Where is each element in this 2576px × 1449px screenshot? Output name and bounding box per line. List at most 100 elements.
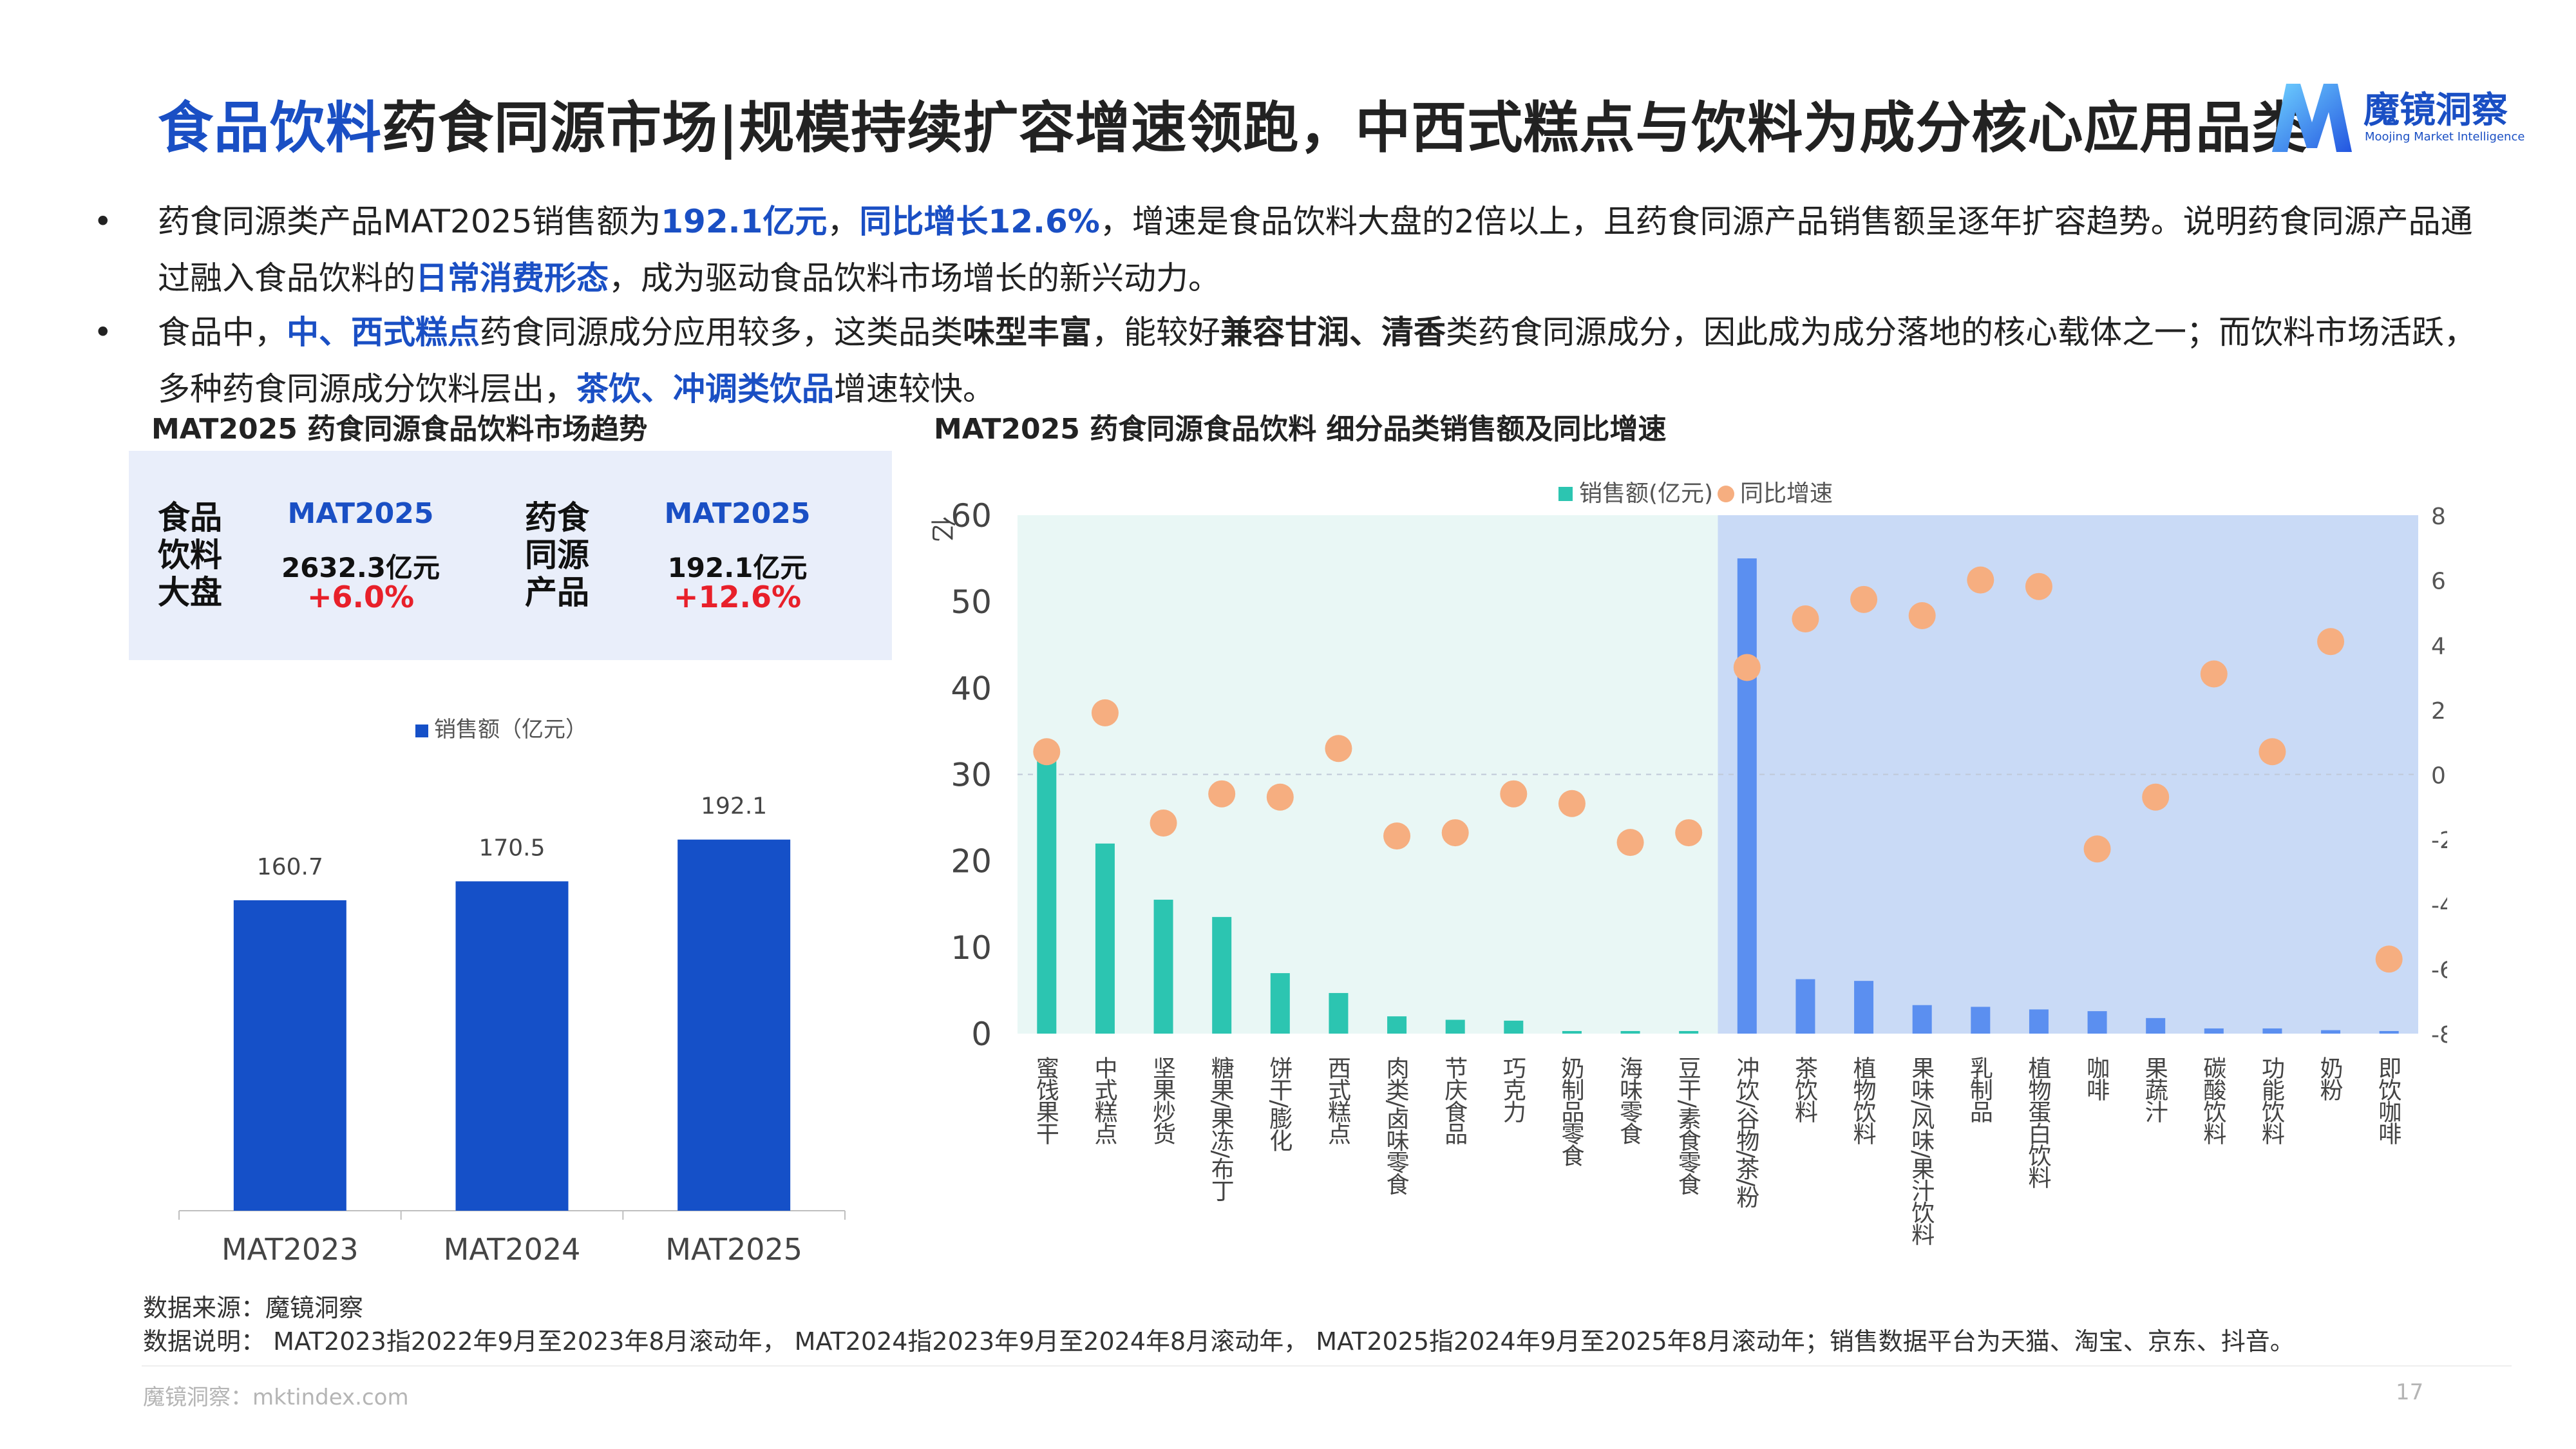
bullet-emphasis: 茶饮、冲调类饮品 <box>576 370 834 408</box>
y2-tick-label: 20% <box>2431 698 2447 724</box>
x-tick-label: MAT2024 <box>444 1232 581 1267</box>
bullet-segment: 类药食同源成分，因此成为成分落地的核心载体之一；而饮料市场活跃，多种药食同源成分… <box>158 314 2476 408</box>
kpi-period: MAT2025 <box>664 497 811 530</box>
bullet-emphasis: 192.1亿元 <box>661 203 828 240</box>
kpi-box: 食品 饮料 大盘 MAT2025 2632.3亿元 +6.0% 药食 同源 产品… <box>129 451 892 660</box>
bullet-text: 食品中，中、西式糕点药食同源成分应用较多，这类品类味型丰富，能较好兼容甘润、清香… <box>158 304 2502 417</box>
logo-mark-icon <box>2272 84 2352 152</box>
legend-swatch-sales <box>1558 487 1573 501</box>
growth-dot <box>1967 566 1994 594</box>
page-title-highlight: 食品饮料 <box>158 96 382 160</box>
growth-dot <box>1850 585 1878 613</box>
x-tick-label: 海味零食 <box>1616 1056 1642 1144</box>
bar <box>1912 1005 1932 1034</box>
bar <box>233 900 346 1211</box>
growth-dot <box>1675 819 1703 847</box>
category-sales-growth-chart: 0 10 20 30 40 50 60亿 -80% -60% -40% -20% 0% 20% 40% 60… <box>927 480 2447 1245</box>
x-tick-label: 巧克力 <box>1499 1056 1526 1123</box>
y-tick-label: 40 <box>951 670 992 707</box>
bar <box>677 839 791 1211</box>
growth-dot <box>2142 783 2170 811</box>
y2-tick-label: -60% <box>2431 957 2447 983</box>
legend-label: 销售额（亿元） <box>434 717 587 743</box>
x-tick-label: 咖啡 <box>2083 1056 2109 1101</box>
legend-swatch <box>415 724 428 737</box>
bar <box>1971 1007 1991 1034</box>
growth-dot <box>2375 945 2403 973</box>
x-tick-label: 碳酸饮料 <box>2199 1056 2226 1144</box>
y-tick-label: 20 <box>951 843 992 880</box>
y2-tick-label: 60% <box>2431 569 2447 595</box>
footer-site: 魔镜洞察：mktindex.com <box>143 1385 409 1410</box>
page-title: 食品饮料药食同源市场|规模持续扩容增速领跑，中西式糕点与饮料为成分核心应用品类 <box>158 82 2307 163</box>
x-tick-label: 乳制品 <box>1966 1056 1993 1123</box>
x-tick-label: 茶饮料 <box>1791 1056 1818 1122</box>
bar <box>1854 981 1874 1034</box>
kpi-value: 2632.3亿元 <box>281 552 440 583</box>
y-tick-label: 10 <box>951 929 992 967</box>
growth-dot <box>1150 809 1177 837</box>
y2-tick-label: -40% <box>2431 893 2447 919</box>
y2-tick-label: 80% <box>2431 504 2447 530</box>
x-tick-label: 功能饮料 <box>2258 1056 2285 1144</box>
bar-data-label: 192.1 <box>701 793 767 820</box>
bar <box>2146 1018 2166 1034</box>
x-tick-label: 果蔬汁 <box>2141 1056 2168 1123</box>
bar <box>1504 1020 1524 1034</box>
bullet-emphasis: 同比增长12.6% <box>859 203 1100 240</box>
y-axis-label: 亿 <box>927 516 957 542</box>
kpi-period: MAT2025 <box>287 497 434 530</box>
growth-dot <box>1208 780 1236 808</box>
growth-dot <box>1266 783 1294 811</box>
growth-dot <box>1383 822 1411 850</box>
x-tick-label: 肉类/卤味零食 <box>1383 1056 1409 1195</box>
x-tick-label: 蜜饯果干 <box>1032 1056 1059 1144</box>
y-tick-label: 0 <box>971 1016 992 1053</box>
y-tick-label: 50 <box>951 583 992 621</box>
bullet-text: 药食同源类产品MAT2025销售额为192.1亿元，同比增长12.6%，增速是食… <box>158 193 2502 307</box>
bar <box>1679 1030 1699 1034</box>
bar <box>1329 992 1349 1034</box>
kpi-growth: +6.0% <box>307 580 415 614</box>
bar <box>2262 1028 2282 1034</box>
bar-data-label: 170.5 <box>478 835 545 862</box>
x-tick-label: 西式糕点 <box>1324 1056 1351 1144</box>
logo-name: 魔镜洞察 <box>2363 90 2508 131</box>
bar <box>1037 757 1057 1034</box>
growth-dot <box>1500 780 1528 808</box>
bullet-marker: • <box>93 203 113 240</box>
page-number: 17 <box>2396 1379 2424 1405</box>
bullet-segment: ，成为驱动食品饮料市场增长的新兴动力。 <box>609 260 1220 297</box>
y2-tick-label: 40% <box>2431 633 2447 659</box>
brand-logo: 魔镜洞察 Moojing Market Intelligence <box>2267 76 2576 160</box>
bullet-segment: 药食同源成分应用较多，这类品类 <box>480 314 963 351</box>
bar <box>1562 1030 1582 1034</box>
bullet-marker: • <box>93 314 113 351</box>
bar <box>2321 1030 2341 1034</box>
footer-source: 数据来源：魔镜洞察 <box>143 1294 364 1322</box>
kpi-label-market: 食品 饮料 大盘 <box>158 499 222 611</box>
kpi-label-line: 药食 <box>525 499 589 536</box>
x-tick-label: 即饮咖啡 <box>2374 1056 2401 1144</box>
kpi-growth: +12.6% <box>673 580 802 614</box>
kpi-value: 192.1亿元 <box>667 552 808 583</box>
left-panel-title: MAT2025 药食同源食品饮料市场趋势 <box>151 413 648 446</box>
right-panel-title: MAT2025 药食同源食品饮料 细分品类销售额及同比增速 <box>934 413 1667 446</box>
bar <box>1445 1019 1465 1034</box>
x-tick-label: 冲饮/谷物/茶/粉 <box>1732 1056 1759 1208</box>
bullet-segment: 食品中， <box>158 314 287 351</box>
y2-tick-label: -20% <box>2431 828 2447 854</box>
bar <box>2029 1009 2049 1034</box>
growth-dot <box>1733 654 1761 681</box>
growth-dot <box>2259 738 2286 766</box>
page-title-rest: 药食同源市场|规模持续扩容增速领跑，中西式糕点与饮料为成分核心应用品类 <box>382 96 2308 160</box>
bullet-segment: ，能较好 <box>1092 314 1220 351</box>
growth-dot <box>1908 601 1936 629</box>
bar <box>455 881 569 1211</box>
bar <box>1620 1030 1640 1034</box>
x-tick-label: 奶粉 <box>2316 1056 2343 1101</box>
kpi-label-line: 同源 <box>525 536 589 574</box>
kpi-label-line: 食品 <box>158 499 222 536</box>
x-tick-label: 植物饮料 <box>1850 1056 1877 1144</box>
bullet-segment: ，增速是食品饮料大盘的2倍以上，且药食同源产品销售额呈逐年扩容趋势。说明药食同源… <box>158 203 2473 297</box>
